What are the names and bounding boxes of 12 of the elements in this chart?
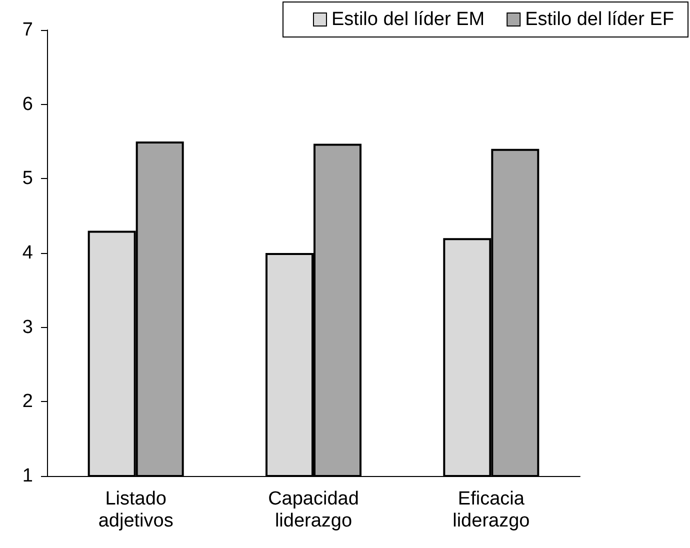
x-tick-label: Listado adjetivos (98, 488, 174, 532)
y-tick-label: 4 (22, 242, 34, 264)
x-tick-label: Eficacia liderazgo (452, 488, 530, 532)
y-tick-label: 5 (22, 168, 33, 190)
y-tick-label: 2 (22, 391, 33, 412)
y-tick-label: 3 (22, 316, 33, 338)
legend-label: Estilo del líder EF (525, 9, 674, 30)
x-tick-label: Capacidad liderazgo (268, 488, 359, 532)
legend-label: Estilo del líder EM (331, 9, 485, 30)
y-tick-label: 1 (22, 466, 33, 486)
y-tick-label: 6 (22, 94, 33, 115)
y-tick-label: 7 (22, 20, 33, 40)
